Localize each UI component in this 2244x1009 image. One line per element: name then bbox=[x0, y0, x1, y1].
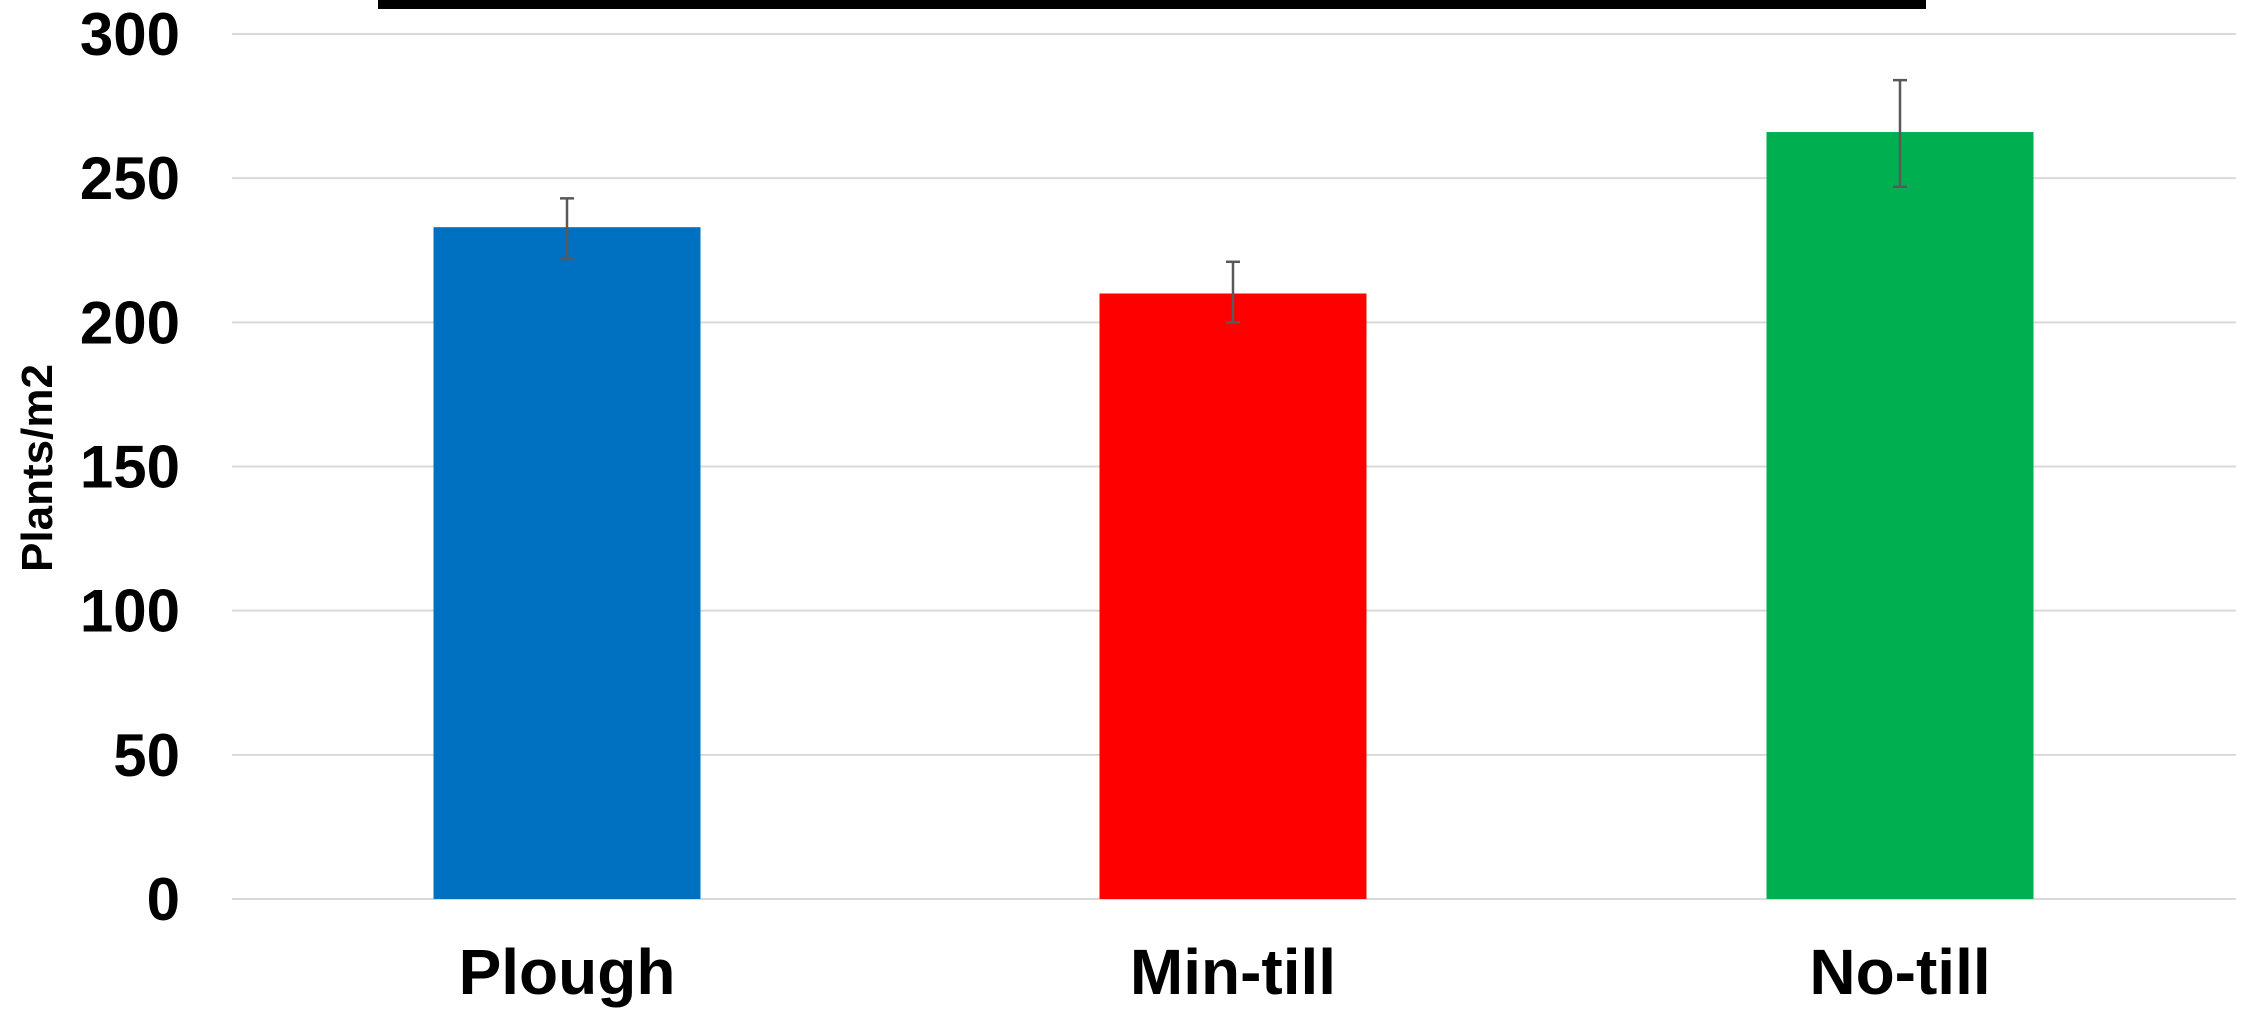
x-category-labels: Plough Min-till No-till bbox=[459, 936, 1991, 1008]
y-tick-label: 300 bbox=[80, 1, 180, 68]
chart-top-bar bbox=[378, 0, 1926, 9]
bars bbox=[433, 132, 2034, 900]
bar-no-till bbox=[1766, 132, 2034, 900]
x-category-label: No-till bbox=[1809, 936, 1990, 1008]
y-tick-label: 100 bbox=[80, 578, 180, 645]
error-bars bbox=[560, 78, 1907, 324]
y-tick-label: 250 bbox=[80, 145, 180, 212]
x-category-label: Min-till bbox=[1130, 936, 1336, 1008]
y-tick-labels: 0 50 100 150 200 250 300 bbox=[80, 1, 180, 933]
y-tick-label: 200 bbox=[80, 289, 180, 356]
y-tick-label: 0 bbox=[147, 866, 180, 933]
bar-plough bbox=[433, 227, 701, 899]
x-category-label: Plough bbox=[459, 936, 676, 1008]
y-tick-label: 50 bbox=[113, 722, 180, 789]
y-tick-label: 150 bbox=[80, 434, 180, 501]
y-axis-title: Plants/m2 bbox=[13, 364, 62, 572]
bar-min-till bbox=[1099, 293, 1367, 899]
error-bar-plough bbox=[560, 197, 574, 261]
error-bar-min-till bbox=[1226, 260, 1240, 324]
error-bar-no-till bbox=[1893, 78, 1907, 189]
